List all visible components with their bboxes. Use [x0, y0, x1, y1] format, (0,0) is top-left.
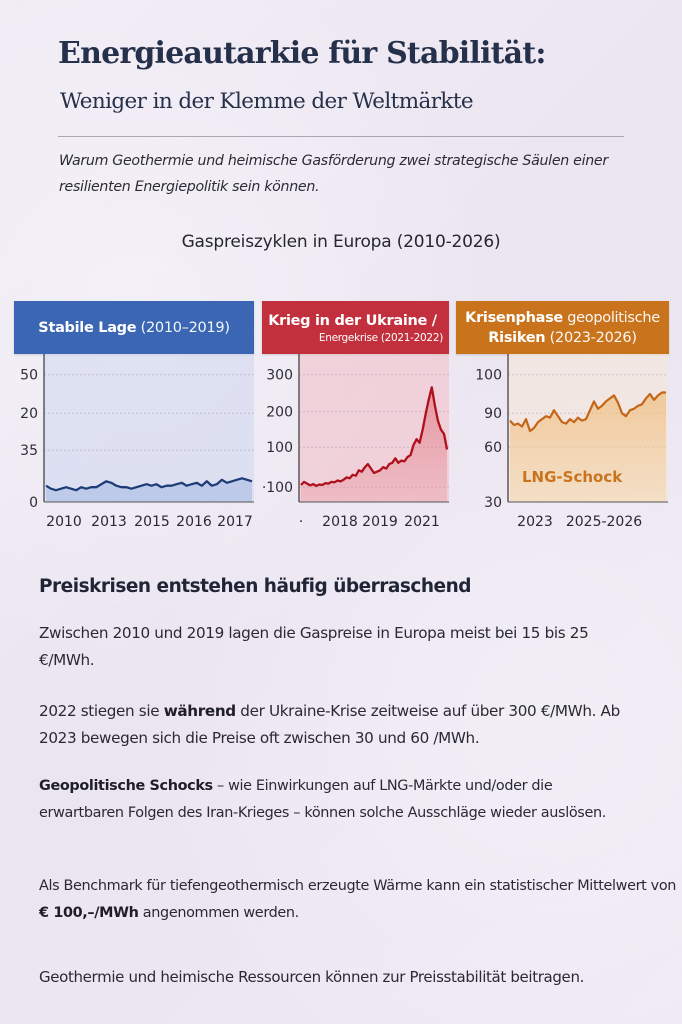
- x-tick-label: 2018: [322, 514, 358, 530]
- series-line: [509, 391, 666, 433]
- paragraph-4-text-a: Als Benchmark für tiefengeothermisch erz…: [39, 878, 677, 894]
- lede-text: Warum Geothermie und heimische Gasförder…: [59, 153, 608, 195]
- panel-header-crisis: Krisenphase geopolitische Risiken (2023-…: [456, 301, 669, 354]
- panel-title-line2: Energekrise (2021-2022): [318, 331, 443, 344]
- x-tick-label: 2025-2026: [566, 514, 642, 530]
- panel-title-line1: Krieg in der Ukraine /: [268, 312, 437, 329]
- paragraph-4: Als Benchmark für tiefengeothermisch erz…: [39, 873, 679, 927]
- x-tick-label: 2017: [217, 514, 253, 530]
- paragraph-3: Geopolitische Schocks – wie Einwirkungen…: [39, 773, 639, 827]
- x-tick-label: 2016: [176, 514, 212, 530]
- paragraph-2-text-a: 2022 stiegen sie: [39, 702, 164, 720]
- chart-stable-svg: 50 20 35 0 2010 2013 2015 2016 2017: [20, 354, 254, 530]
- title-divider: [58, 136, 624, 137]
- panel-title-l1-rest: geopolitische: [567, 309, 660, 326]
- paragraph-2-text-b: der Ukraine-Krise zeitweise auf über 300…: [39, 702, 620, 747]
- y-tick-label: 30: [484, 495, 502, 511]
- paragraph-1-text: Zwischen 2010 und 2019 lagen die Gasprei…: [39, 624, 589, 669]
- x-tick-label: ·: [299, 514, 303, 530]
- panel-header-stable: Stabile Lage (2010–2019): [14, 301, 254, 354]
- y-tick-label: 200: [266, 405, 293, 421]
- panel-title-l2-bold: Risiken: [488, 329, 546, 346]
- y-tick-label: 20: [20, 406, 38, 422]
- panel-title-l1-bold: Krisenphase: [465, 309, 563, 326]
- series-line: [45, 477, 253, 492]
- x-tick-label: 2019: [362, 514, 398, 530]
- paragraph-3-bold: Geopolitische Schocks: [39, 778, 213, 794]
- y-tick-label: 60: [484, 440, 502, 456]
- x-tick-label: 2021: [404, 514, 440, 530]
- y-tick-label: 100: [266, 440, 293, 456]
- chart-section-title: Gaspreiszyklen in Europa (2010-2026): [181, 232, 501, 252]
- y-tick-label: 100: [475, 368, 502, 384]
- x-tick-label: 2013: [91, 514, 127, 530]
- panel-title-range: (2010–2019): [140, 319, 230, 336]
- paragraph-4-bold: € 100,–/MWh: [39, 905, 139, 921]
- paragraph-5-text: Geothermie und heimische Ressourcen könn…: [39, 968, 585, 986]
- y-tick-label: 0: [29, 495, 38, 511]
- chart-panel-ukraine: Krieg in der Ukraine / Energekrise (2021…: [262, 301, 449, 551]
- chart-ukraine-svg: 300 200 100 ·100 · 2018 2019 2021: [262, 354, 449, 530]
- paragraph-2: 2022 stiegen sie während der Ukraine-Kri…: [39, 698, 659, 752]
- lng-shock-annotation: LNG-Schock: [522, 468, 623, 486]
- panel-title-l2-rest: (2023-2026): [549, 329, 637, 346]
- series-line: [300, 386, 449, 488]
- paragraph-2-bold: während: [163, 702, 236, 720]
- series-area: [301, 387, 447, 502]
- paragraph-5: Geothermie und heimische Ressourcen könn…: [39, 964, 682, 991]
- paragraph-1: Zwischen 2010 und 2019 lagen die Gasprei…: [39, 620, 639, 674]
- panel-header-ukraine: Krieg in der Ukraine / Energekrise (2021…: [262, 301, 449, 354]
- chart-crisis-svg: 100 90 60 30 2023 2025-2026 LNG-Schock: [475, 354, 668, 530]
- y-tick-label: 300: [266, 368, 293, 384]
- page-title: Energieautarkie für Stabilität:: [58, 36, 546, 71]
- y-tick-label: 90: [484, 406, 502, 422]
- chart-panel-stable: Stabile Lage (2010–2019) 50 20 35 0 2010 2013…: [14, 301, 254, 551]
- y-tick-label: ·100: [262, 480, 293, 496]
- series-area: [510, 392, 666, 502]
- x-tick-label: 2015: [134, 514, 170, 530]
- series-area: [46, 478, 252, 502]
- paragraph-4-text-b: angenommen werden.: [138, 905, 299, 921]
- y-tick-label: 35: [20, 443, 38, 459]
- panel-title-bold: Stabile Lage: [38, 319, 137, 336]
- chart-panel-crisis: Krisenphase geopolitische Risiken (2023-…: [456, 301, 669, 551]
- plot-background: [44, 354, 254, 502]
- paragraph-3-text: – wie Einwirkungen auf LNG-Märkte und/od…: [39, 778, 606, 821]
- y-tick-label: 50: [20, 368, 38, 384]
- x-tick-label: 2023: [517, 514, 553, 530]
- page-subtitle: Weniger in der Klemme der Weltmärkte: [60, 89, 474, 114]
- x-tick-label: 2010: [46, 514, 82, 530]
- section-heading: Preiskrisen entstehen häufig überraschen…: [39, 576, 472, 597]
